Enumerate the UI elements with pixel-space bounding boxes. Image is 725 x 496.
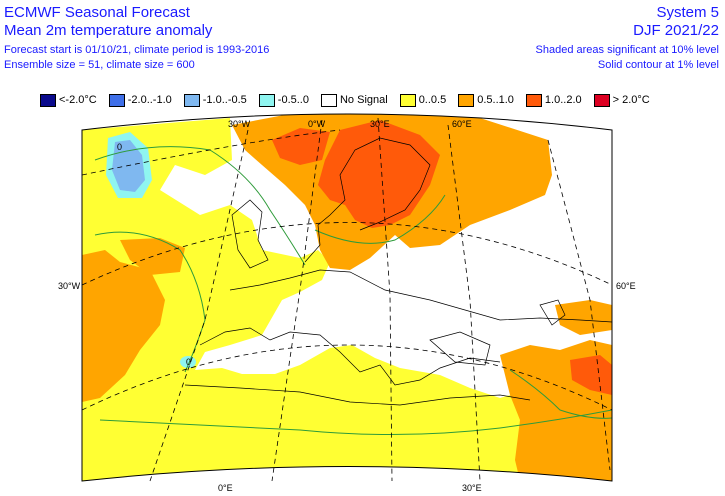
- grid-label-top: 30°E: [370, 119, 390, 129]
- legend-item: 0.5..1.0: [458, 93, 514, 107]
- legend-item: -0.5..0: [258, 93, 309, 107]
- title: ECMWF Seasonal Forecast: [4, 4, 190, 21]
- legend-label: -0.5..0: [277, 94, 309, 106]
- forecast-info: Forecast start is 01/10/21, climate peri…: [4, 44, 270, 56]
- grid-label-bottom: 30°E: [462, 483, 482, 493]
- system-label: System 5: [656, 4, 719, 21]
- grid-label-bottom: 0°E: [218, 483, 233, 493]
- ensemble-info: Ensemble size = 51, climate size = 600: [4, 59, 195, 71]
- legend-item: > 2.0°C: [593, 93, 650, 107]
- significance-note: Shaded areas significant at 10% level: [535, 44, 719, 56]
- coastlines: [184, 137, 612, 406]
- grid-label-top: 30°W: [228, 119, 251, 129]
- legend-swatch: [320, 93, 337, 107]
- yellow-region: [82, 118, 612, 481]
- contour-note: Solid contour at 1% level: [597, 59, 719, 71]
- legend-item: -2.0..-1.0: [108, 93, 172, 107]
- grid-label-left: 30°W: [58, 281, 81, 291]
- legend-label: -2.0..-1.0: [127, 94, 172, 106]
- grid-label-top: 60°E: [452, 119, 472, 129]
- legend-swatch: [40, 93, 56, 107]
- legend-swatch: [183, 93, 200, 107]
- legend-item: 1.0..2.0: [525, 93, 582, 107]
- red-orange-region: [318, 120, 440, 228]
- season-label: DJF 2021/22: [633, 22, 719, 39]
- grid-label-right: 60°E: [616, 281, 636, 291]
- legend-label: -1.0..-0.5: [202, 94, 247, 106]
- legend-item: 0..0.5: [399, 93, 447, 107]
- legend: <-2.0°C -2.0..-1.0 -1.0..-0.5 -0.5..0 No…: [40, 92, 662, 108]
- map-frame: [81, 113, 613, 482]
- legend-label: <-2.0°C: [59, 94, 97, 106]
- legend-item: <-2.0°C: [40, 93, 97, 107]
- legend-swatch: [258, 93, 275, 107]
- legend-swatch: [458, 93, 475, 107]
- legend-label: 0.5..1.0: [477, 94, 514, 106]
- legend-item: No Signal: [320, 93, 388, 107]
- subtitle: Mean 2m temperature anomaly: [4, 22, 213, 39]
- grid-label-top: 0°W: [308, 119, 326, 129]
- orange-region: [82, 250, 165, 402]
- contour-label: 0: [186, 357, 191, 367]
- legend-item: -1.0..-0.5: [183, 93, 247, 107]
- legend-swatch: [525, 93, 542, 107]
- legend-label: No Signal: [339, 94, 388, 106]
- legend-swatch: [108, 93, 125, 107]
- cold-region-medium: [112, 140, 145, 192]
- red-orange-region: [570, 355, 612, 395]
- shading-layer: [82, 114, 612, 481]
- legend-label: 0..0.5: [418, 94, 447, 106]
- legend-label: 1.0..2.0: [544, 94, 582, 106]
- legend-label: > 2.0°C: [612, 94, 650, 106]
- legend-swatch: [399, 93, 416, 107]
- graticule: [81, 117, 613, 482]
- orange-region: [555, 300, 612, 335]
- legend-swatch: [593, 93, 610, 107]
- contour-label: 0: [117, 142, 122, 152]
